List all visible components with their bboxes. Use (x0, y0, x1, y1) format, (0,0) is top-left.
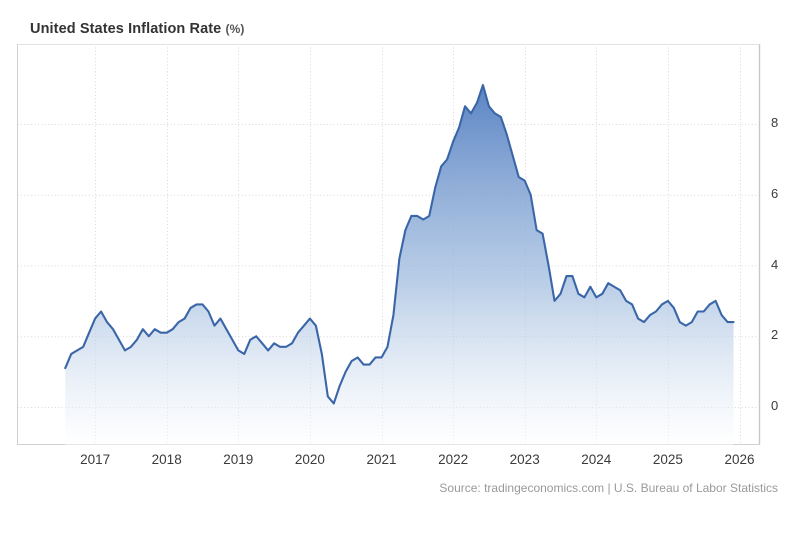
x-axis-tick-label: 2019 (223, 452, 254, 467)
inflation-area-chart[interactable] (0, 0, 800, 500)
x-axis-tick-label: 2021 (366, 452, 397, 467)
x-axis-tick-label: 2022 (438, 452, 469, 467)
page-title: United States Inflation Rate (%) (30, 21, 244, 37)
x-axis-tick-label: 2018 (151, 452, 182, 467)
x-axis-tick-label: 2023 (509, 452, 540, 467)
x-axis-tick-label: 2026 (724, 452, 755, 467)
inflation-series (64, 84, 735, 445)
chart-title-text: United States Inflation Rate (30, 21, 222, 37)
x-axis-tick-label: 2024 (581, 452, 612, 467)
y-axis-tick-label: 8 (771, 115, 779, 130)
x-axis-tick-label: 2020 (294, 452, 325, 467)
x-axis-tick-label: 2017 (80, 452, 111, 467)
y-axis-tick-label: 2 (771, 327, 779, 343)
plot-area[interactable]: 0 2 4 6 8 2017 2018 2019 2020 2021 2022 2023 2024 20… (0, 0, 800, 500)
source-attribution: Source: tradingeconomics.com | U.S. Bure… (439, 481, 778, 495)
chart-title-unit: (%) (225, 22, 245, 36)
x-axis-tick-label: 2025 (652, 452, 683, 467)
y-axis-tick-label: 4 (771, 256, 779, 272)
y-axis-tick-label: 6 (771, 185, 779, 201)
y-axis-tick-label: 0 (771, 398, 779, 413)
